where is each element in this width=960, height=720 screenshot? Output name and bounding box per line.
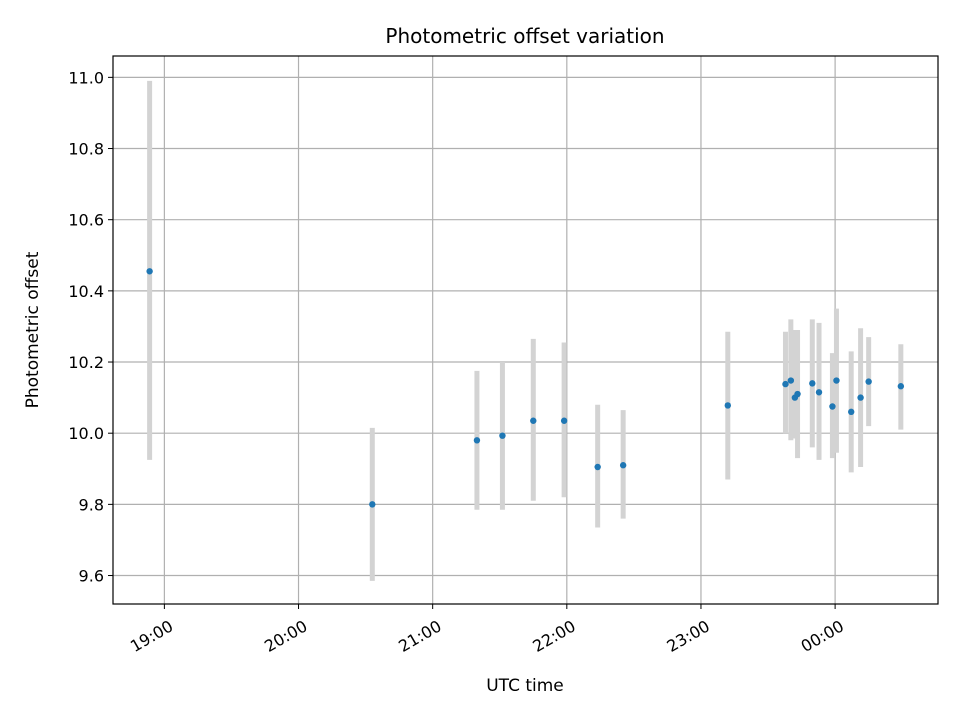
data-point [560,417,568,424]
y-tick-label: 11.0 [68,68,104,87]
data-point [809,380,816,387]
y-tick-label: 9.6 [79,567,104,586]
data-point [530,417,537,424]
data-point [724,402,731,409]
data-point [829,403,836,410]
data-points [146,268,905,508]
plot-area-frame [112,55,939,605]
y-axis-label: Photometric offset [23,251,43,408]
data-point [594,463,601,471]
data-point [815,389,823,396]
y-tick-label: 10.4 [68,282,104,301]
data-point [787,377,795,384]
data-point [146,268,153,275]
data-point [897,383,905,390]
data-point [857,394,864,401]
y-tick-label: 9.8 [79,495,104,514]
data-point [499,432,506,439]
y-tick-label: 10.8 [68,140,104,159]
y-tick-label: 10.2 [68,353,104,372]
data-point [369,501,376,508]
data-point [794,390,801,398]
chart-title: Photometric offset variation [385,24,664,48]
data-point [782,380,789,388]
y-tick-label: 10.6 [68,211,104,230]
data-point [865,378,872,385]
data-point [473,437,481,444]
data-point [848,408,855,416]
data-point [619,462,627,469]
data-point [833,377,840,384]
x-axis-label: UTC time [486,676,564,696]
y-tick-label: 10.0 [68,424,104,443]
